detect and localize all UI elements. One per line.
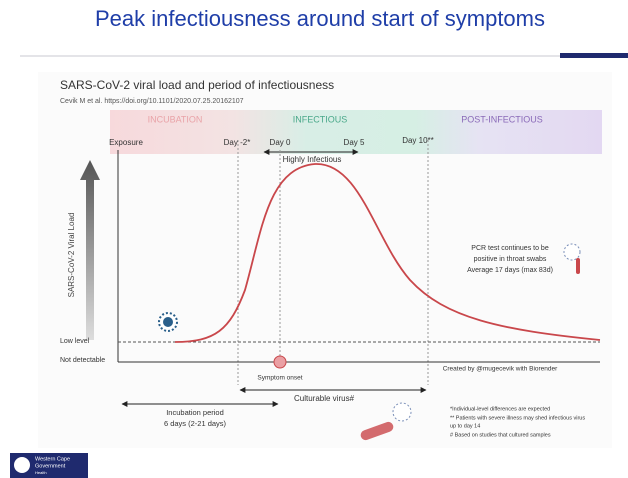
timeline-label: Day 0 (270, 138, 291, 147)
y-arrow (80, 160, 100, 340)
flask-icon (360, 421, 394, 441)
virus-icon (392, 402, 412, 422)
slide-title: Peak infectiousness around start of symp… (95, 6, 545, 31)
swab-icon (576, 258, 580, 274)
logo-crest (14, 457, 30, 473)
footnote: # Based on studies that cultured samples (450, 432, 551, 438)
footnote: *Individual-level differences are expect… (450, 406, 550, 412)
symptom-onset-label: Symptom onset (257, 375, 302, 382)
logo-text: Government (35, 463, 66, 469)
virus-icon (163, 317, 173, 327)
footnote: up to day 14 (450, 423, 480, 429)
incubation-label: 6 days (2-21 days) (164, 419, 227, 428)
level-label: Low level (60, 338, 90, 345)
logo-text: Health (35, 470, 47, 475)
logo-text: Western Cape (35, 456, 70, 462)
pcr-note: positive in throat swabs (474, 256, 547, 263)
pcr-note: Average 17 days (max 83d) (467, 267, 553, 274)
level-label: Not detectable (60, 357, 105, 364)
pcr-note: PCR test continues to be (471, 245, 549, 252)
phase-label: INCUBATION (148, 114, 203, 124)
incubation-label: Incubation period (166, 408, 224, 417)
y-axis-label: SARS-CoV-2 Viral Load (67, 213, 76, 298)
citation: Cevik M et al. https://doi.org/10.1101/2… (60, 98, 244, 105)
footnote: ** Patients with severe illness may shed… (450, 415, 585, 421)
timeline-label: Exposure (109, 138, 143, 147)
phase-band (110, 110, 602, 154)
timeline-label: Day 5 (344, 138, 365, 147)
title-rule-accent (560, 53, 628, 58)
timeline-label: Day -2* (224, 138, 251, 147)
credit: Created by @mugecevik with Biorender (443, 366, 558, 373)
figure-title: SARS-CoV-2 viral load and period of infe… (60, 78, 334, 92)
highly-infectious-label: Highly Infectious (283, 155, 342, 164)
phase-label: POST-INFECTIOUS (461, 114, 543, 124)
virus-icon (563, 243, 581, 261)
viral-load-curve (174, 163, 601, 343)
culturable-label: Culturable virus# (294, 394, 355, 403)
phase-label: INFECTIOUS (293, 114, 348, 124)
timeline-label: Day 10** (402, 136, 434, 145)
symptom-onset-dot (273, 355, 287, 369)
